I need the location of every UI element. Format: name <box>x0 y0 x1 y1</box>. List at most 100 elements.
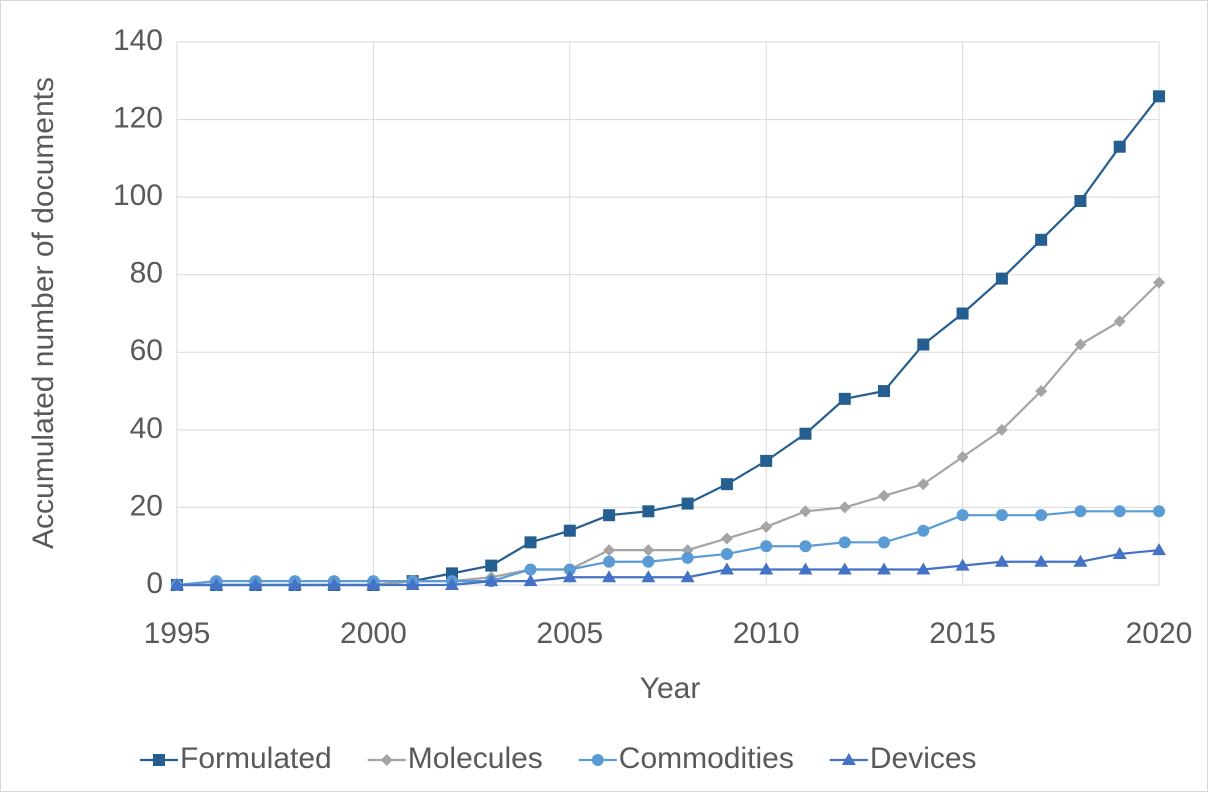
marker <box>720 478 733 491</box>
y-tick-label: 120 <box>113 101 163 134</box>
marker <box>841 753 856 765</box>
series-line <box>177 548 1160 587</box>
x-axis-label: Year <box>640 672 701 705</box>
marker <box>760 520 773 533</box>
legend-label: Commodities <box>619 742 794 775</box>
y-tick-label: 40 <box>130 412 163 445</box>
marker <box>563 524 576 537</box>
marker <box>524 536 537 549</box>
marker <box>995 272 1008 285</box>
legend-label: Formulated <box>180 742 332 775</box>
marker <box>877 562 892 575</box>
x-tick-label: 2000 <box>340 617 407 650</box>
marker <box>523 574 538 587</box>
marker <box>524 563 537 576</box>
marker <box>878 385 891 398</box>
marker <box>563 563 576 576</box>
marker <box>1113 140 1126 153</box>
marker <box>484 574 499 587</box>
marker <box>956 307 969 320</box>
marker <box>642 555 655 568</box>
marker <box>1113 505 1126 518</box>
marker <box>1153 505 1165 518</box>
marker <box>1035 385 1048 398</box>
marker <box>1073 554 1088 567</box>
marker <box>995 423 1008 436</box>
marker <box>1074 195 1087 208</box>
x-tick-label: 2005 <box>536 617 603 650</box>
marker <box>642 544 655 557</box>
y-tick-label: 0 <box>146 567 163 600</box>
marker <box>681 551 694 564</box>
marker <box>720 532 733 545</box>
marker <box>878 536 891 549</box>
marker <box>681 497 694 510</box>
marker <box>485 559 498 572</box>
x-tick-label: 1995 <box>144 617 211 650</box>
marker <box>1035 509 1048 522</box>
marker <box>1113 315 1126 328</box>
marker <box>720 547 733 560</box>
marker <box>591 754 604 766</box>
y-axis-label: Accumulated number of documents <box>27 77 60 549</box>
marker <box>759 562 774 575</box>
marker <box>760 540 773 553</box>
marker <box>562 570 577 583</box>
marker <box>995 509 1008 522</box>
marker <box>1153 90 1165 103</box>
x-tick-label: 2010 <box>733 617 800 650</box>
x-tick-label: 2020 <box>1126 617 1193 650</box>
marker <box>719 562 734 575</box>
marker <box>878 489 891 502</box>
marker <box>1112 546 1127 559</box>
marker <box>444 578 459 590</box>
marker <box>956 509 969 522</box>
marker <box>603 555 616 568</box>
marker <box>641 570 656 583</box>
legend: Formulated Molecules Commodities Devices <box>140 742 977 775</box>
legend-label: Devices <box>870 742 977 775</box>
marker <box>1035 233 1048 246</box>
marker <box>760 454 773 467</box>
marker <box>602 570 617 583</box>
marker <box>994 554 1009 567</box>
series-line <box>176 510 1159 587</box>
marker <box>380 754 393 766</box>
marker <box>327 578 342 590</box>
marker <box>209 578 224 590</box>
y-tick-label: 100 <box>113 179 163 212</box>
y-tick-label: 20 <box>130 489 163 522</box>
marker <box>1074 505 1087 518</box>
marker <box>799 505 812 518</box>
x-tick-label: 2015 <box>929 617 996 650</box>
marker <box>642 505 655 518</box>
marker <box>287 578 302 590</box>
marker <box>603 509 616 522</box>
marker <box>170 578 184 590</box>
marker <box>917 338 930 351</box>
marker <box>153 754 165 766</box>
marker <box>798 562 813 575</box>
marker <box>956 451 969 464</box>
marker <box>680 570 695 583</box>
marker <box>837 562 852 575</box>
y-tick-label: 60 <box>130 334 163 367</box>
y-tick-label: 80 <box>130 257 163 290</box>
marker <box>917 478 930 491</box>
marker <box>1152 543 1166 556</box>
marker <box>916 562 931 575</box>
marker <box>405 578 420 590</box>
marker <box>603 544 616 557</box>
marker <box>838 392 851 405</box>
marker <box>799 427 812 440</box>
marker <box>917 524 930 537</box>
marker <box>955 558 970 571</box>
marker <box>838 536 851 549</box>
marker <box>1034 554 1049 567</box>
legend-label: Molecules <box>408 742 543 775</box>
marker <box>248 578 263 590</box>
marker <box>799 540 812 553</box>
marker <box>838 501 851 514</box>
